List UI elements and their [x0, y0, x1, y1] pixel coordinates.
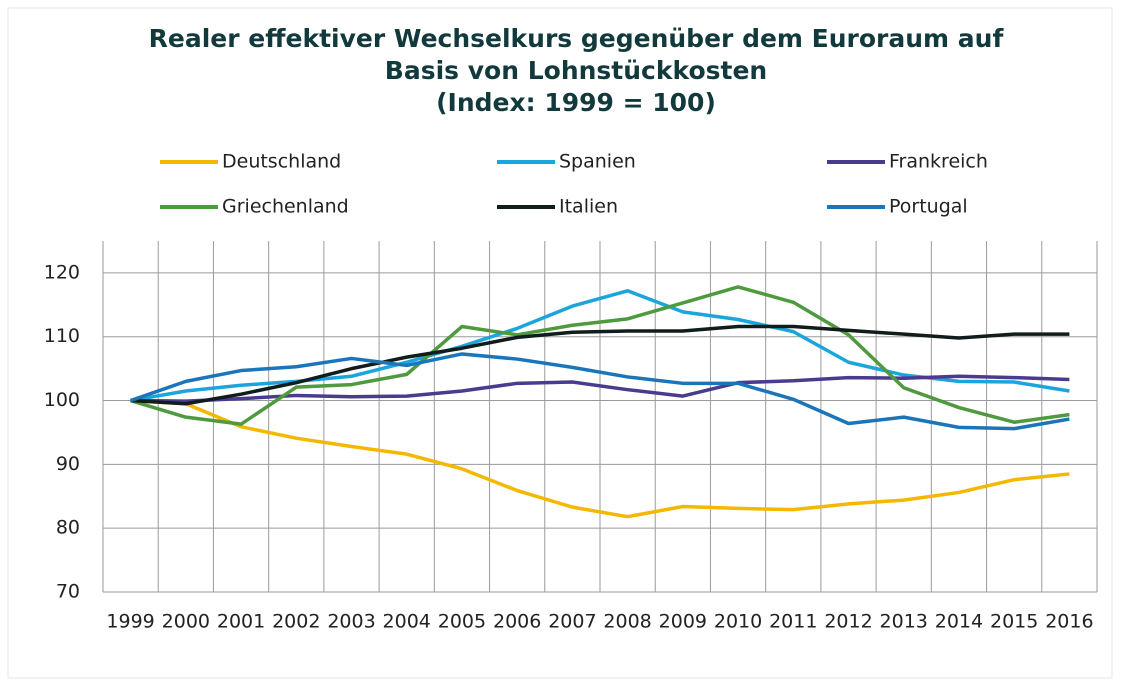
x-tick-label: 2009 — [659, 611, 707, 633]
x-tick-label: 2013 — [880, 611, 928, 633]
series-line — [130, 285, 1070, 426]
legend-label: Griechenland — [222, 196, 349, 218]
y-tick-label: 120 — [44, 261, 80, 283]
chart-title: Basis von Lohnstückkosten — [385, 56, 767, 85]
x-tick-label: 2003 — [327, 611, 375, 633]
y-tick-label: 70 — [56, 581, 80, 603]
legend-label: Frankreich — [889, 151, 988, 173]
x-tick-label: 1999 — [106, 611, 154, 633]
legend-label: Spanien — [559, 151, 636, 173]
x-tick-label: 2012 — [824, 611, 872, 633]
x-tick-label: 2002 — [272, 611, 320, 633]
x-tick-label: 2015 — [990, 611, 1038, 633]
y-tick-label: 110 — [44, 325, 80, 347]
series-line — [130, 398, 1070, 519]
x-tick-label: 2016 — [1045, 611, 1093, 633]
x-tick-label: 2000 — [162, 611, 210, 633]
chart-frame — [7, 7, 1113, 679]
x-tick-label: 2007 — [548, 611, 596, 633]
x-tick-label: 2004 — [383, 611, 431, 633]
x-tick-label: 2006 — [493, 611, 541, 633]
chart-title: Realer effektiver Wechselkurs gegenüber … — [149, 24, 1005, 53]
y-tick-label: 100 — [44, 389, 80, 411]
series-line — [130, 352, 1070, 431]
chart-title: (Index: 1999 = 100) — [436, 88, 716, 117]
x-tick-label: 2010 — [714, 611, 762, 633]
y-tick-label: 80 — [56, 517, 80, 539]
x-tick-label: 2014 — [935, 611, 983, 633]
legend-label: Portugal — [889, 196, 968, 218]
x-tick-label: 2005 — [438, 611, 486, 633]
x-tick-label: 2008 — [603, 611, 651, 633]
legend-label: Deutschland — [222, 151, 341, 173]
x-tick-label: 2011 — [769, 611, 817, 633]
series-line — [130, 289, 1070, 403]
series-line — [130, 374, 1070, 403]
series-line — [130, 324, 1070, 406]
legend-label: Italien — [559, 196, 618, 218]
y-tick-label: 90 — [56, 453, 80, 475]
x-tick-label: 2001 — [217, 611, 265, 633]
